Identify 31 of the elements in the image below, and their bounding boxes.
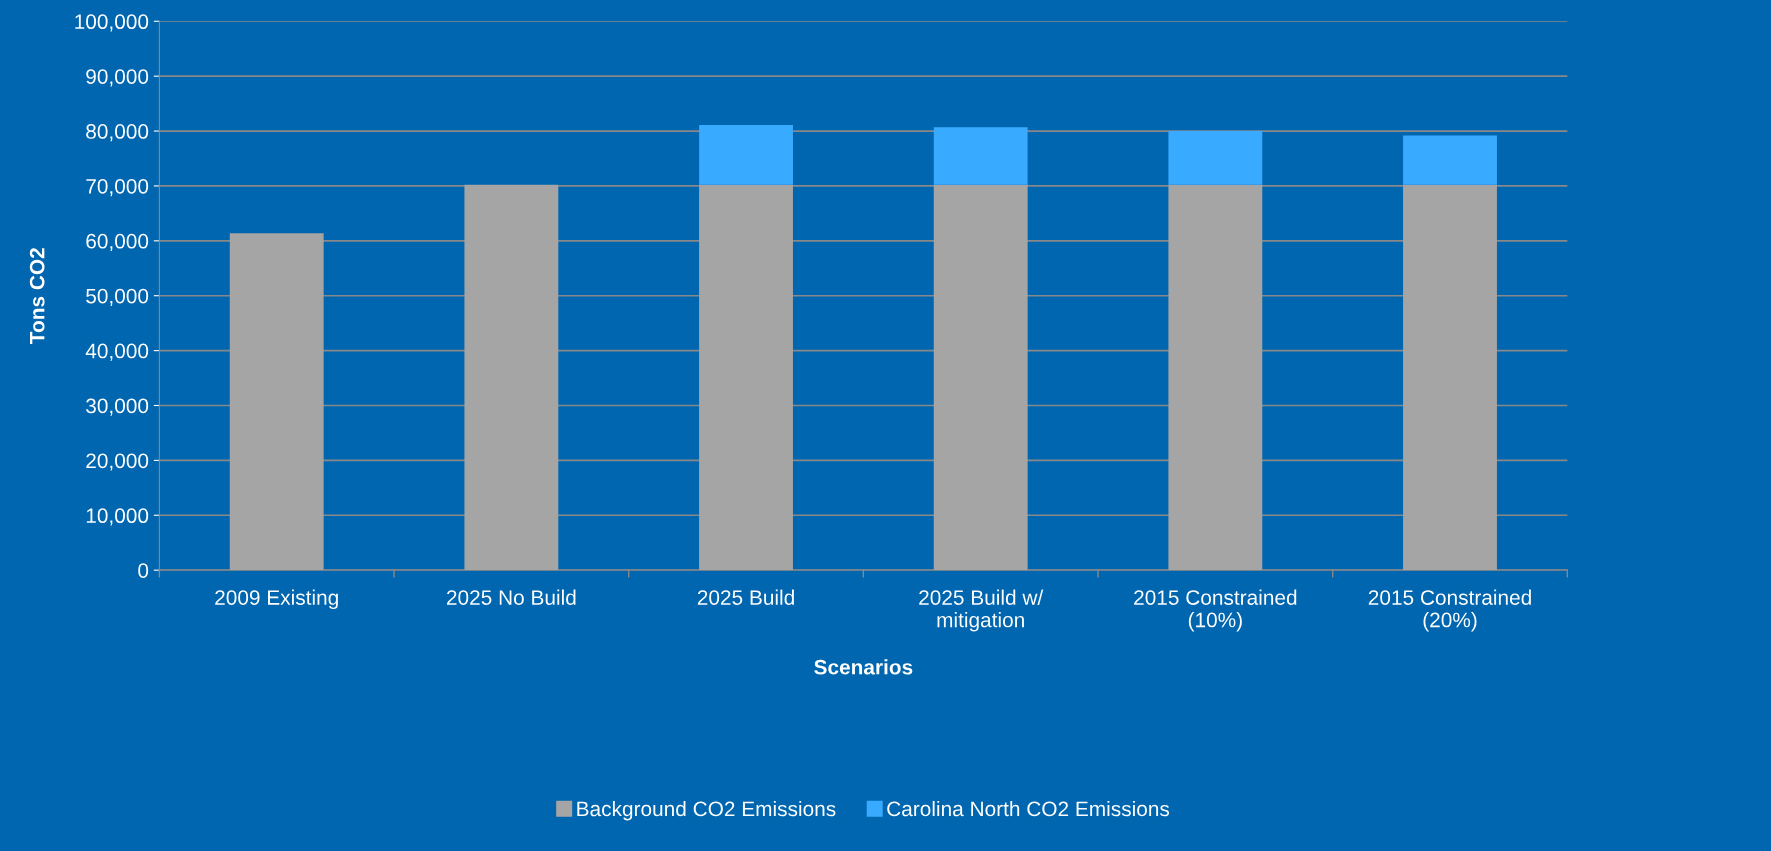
legend-label: Carolina North CO2 Emissions (887, 800, 1170, 817)
x-tick-label: 2025 No Build (446, 589, 576, 605)
x-axis-title: Scenarios (814, 659, 913, 675)
bar (699, 184, 793, 571)
bar (1403, 184, 1497, 571)
x-tick-label: 2025 Build (697, 589, 794, 605)
x-tick-label: 2009 Existing (215, 589, 338, 610)
legend-label: Background CO2 Emissions (577, 800, 836, 821)
y-tick-label: 0 (138, 563, 149, 578)
y-tick-label: 60,000 (86, 233, 149, 252)
bar (464, 184, 559, 571)
y-tick-label: 20,000 (86, 453, 149, 471)
bar (1168, 184, 1263, 571)
y-tick-label: 40,000 (85, 343, 149, 361)
y-tick-label: 70,000 (86, 178, 149, 197)
x-tick-label: 2025 Build w/ mitigation (919, 589, 1044, 632)
bar (933, 184, 1028, 571)
bar (1168, 131, 1263, 185)
x-tick-label: 2015 Constrained (10%) (1134, 589, 1297, 632)
y-tick-label: 100,000 (75, 14, 149, 32)
y-tick-label: 10,000 (86, 508, 149, 526)
bar (1403, 135, 1497, 185)
x-tick-label: 2015 Constrained (20%) (1368, 589, 1531, 632)
y-tick-label: 50,000 (86, 288, 149, 306)
bar (699, 125, 793, 185)
bar (933, 127, 1028, 185)
bar (229, 233, 324, 571)
y-tick-label: 90,000 (86, 69, 149, 87)
y-tick-label: 80,000 (86, 124, 149, 142)
y-axis-title: Tons CO2 (29, 248, 45, 344)
y-tick-label: 30,000 (86, 398, 149, 416)
